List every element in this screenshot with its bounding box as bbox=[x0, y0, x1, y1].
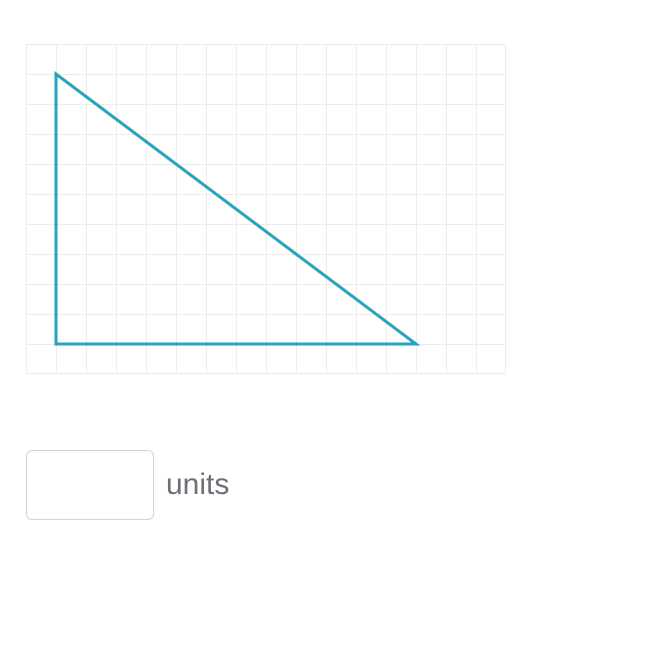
answer-row: units bbox=[26, 450, 229, 520]
exercise-canvas: units bbox=[0, 0, 658, 657]
units-label: units bbox=[166, 468, 229, 502]
grid-figure bbox=[26, 44, 506, 379]
answer-input[interactable] bbox=[26, 450, 154, 520]
grid-svg bbox=[26, 44, 506, 374]
